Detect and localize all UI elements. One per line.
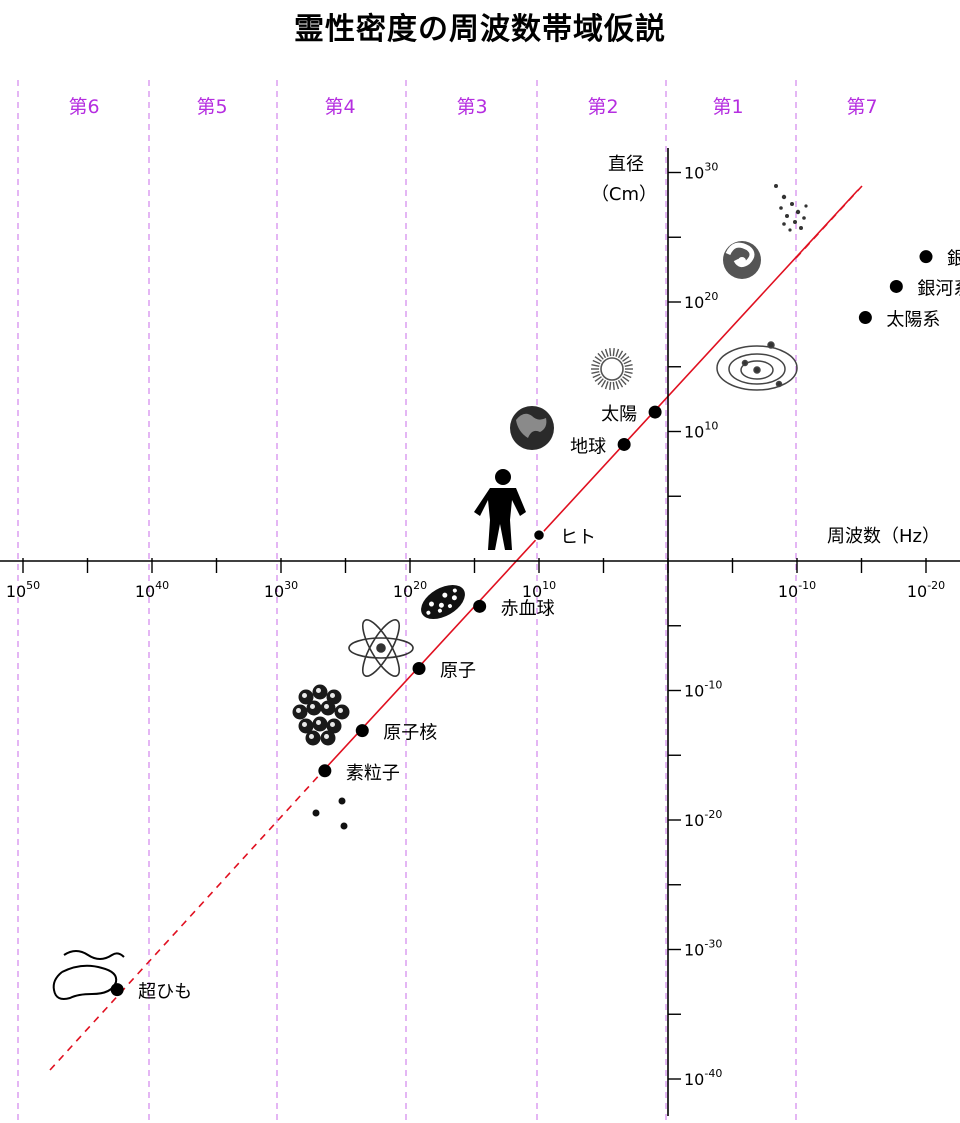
y-axis-unit: （Cm）: [591, 184, 657, 205]
data-point: [473, 599, 487, 613]
zone-label: 第7: [846, 96, 877, 118]
y-tick-label: 10-30: [684, 938, 722, 960]
galaxy-cluster-icon: [774, 184, 808, 232]
y-tick-label: 10-10: [684, 679, 722, 701]
red-blood-cell-icon: [421, 584, 465, 620]
object-label: 銀河系: [917, 278, 960, 299]
object-label: 原子核: [383, 723, 437, 744]
y-tick-label: 1020: [684, 290, 718, 312]
axes: 1050 1040 1030 1020 1010 10-10 10-20 周波数（Hz） 103…: [0, 148, 960, 1116]
zone-label: 第5: [196, 96, 227, 118]
data-point: [318, 764, 332, 778]
y-tick-label: 1030: [684, 161, 718, 183]
sun-icon: [591, 348, 633, 390]
elementary-particles-icon: [312, 797, 348, 830]
object-label: 赤血球: [501, 598, 555, 619]
earth-icon: [510, 406, 554, 450]
trend-line-lower-extension: [49, 770, 324, 1071]
zone-bands: 第6 第5 第4 第3 第2 第1 第7: [17, 80, 878, 1123]
data-point: [889, 279, 903, 293]
zone-label: 第4: [324, 96, 355, 118]
data-point: [110, 983, 124, 997]
y-tick-label: 1010: [684, 420, 718, 442]
nucleus-icon: [292, 684, 350, 746]
data-point: [919, 250, 933, 264]
zone-label: 第2: [587, 96, 618, 118]
y-tick-label: 10-20: [684, 808, 722, 830]
x-tick-label: 1020: [393, 579, 427, 601]
object-label: 素粒子: [346, 763, 400, 784]
object-icons: [52, 184, 808, 1000]
solar-system-icon: [716, 341, 798, 391]
object-label: 太陽: [601, 404, 637, 425]
object-label: ヒト: [560, 527, 596, 548]
human-icon: [474, 469, 526, 550]
trend-line-solid: [322, 189, 859, 772]
diagram-title: 霊性密度の周波数帯域仮説: [294, 12, 666, 47]
x-tick-label: 1010: [522, 579, 556, 601]
x-tick-label: 10-20: [907, 579, 945, 601]
x-tick-label: 1030: [264, 579, 298, 601]
data-points: 宇宙銀河団銀河系太陽系太陽地球ヒト赤血球原子原子核素粒子超ひも: [110, 249, 960, 1003]
zone-label: 第6: [68, 96, 99, 118]
data-point: [858, 311, 872, 325]
trend-line-upper-extension: [795, 185, 863, 259]
spiral-galaxy-icon: [723, 241, 761, 279]
x-tick-label: 10-10: [778, 579, 816, 601]
trend-line: [49, 185, 863, 1071]
x-tick-label: 1040: [135, 579, 169, 601]
data-point: [355, 724, 369, 738]
object-label: 地球: [570, 436, 606, 457]
y-tick-label: 10-40: [684, 1067, 722, 1089]
x-tick-label: 1050: [6, 579, 40, 601]
data-point: [532, 528, 546, 542]
data-point: [412, 661, 426, 675]
x-axis-title: 周波数（Hz）: [827, 526, 940, 547]
zone-label: 第1: [712, 96, 743, 118]
object-label: 銀河団: [947, 249, 960, 270]
zone-label: 第3: [456, 96, 487, 118]
data-point: [648, 405, 662, 419]
object-label: 太陽系: [886, 310, 940, 331]
superstring-icon: [52, 950, 125, 1000]
data-point: [617, 437, 631, 451]
object-label: 原子: [440, 660, 476, 681]
atom-icon: [348, 619, 414, 677]
object-label: 超ひも: [138, 982, 192, 1003]
y-axis-title: 直径: [608, 154, 644, 175]
